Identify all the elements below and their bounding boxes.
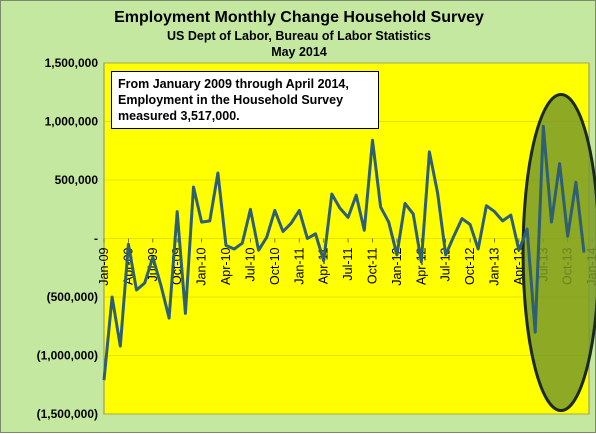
x-tick-label: Jan-10 bbox=[195, 247, 209, 285]
highlight-ellipse bbox=[521, 93, 596, 412]
x-tick-label: Apr-11 bbox=[317, 247, 331, 284]
chart-date: May 2014 bbox=[271, 45, 327, 59]
x-tick-label: Jan-11 bbox=[292, 247, 306, 284]
x-tick-label: Jan-13 bbox=[488, 247, 502, 285]
x-tick-label: Jul-11 bbox=[341, 247, 355, 280]
y-tick-label: - bbox=[94, 232, 98, 246]
x-tick-label: Apr-12 bbox=[414, 247, 428, 285]
series-line bbox=[102, 124, 586, 381]
y-tick-label: 1,000,000 bbox=[45, 115, 99, 129]
x-tick-label: Jan-09 bbox=[97, 247, 111, 285]
x-tick-label: Oct-10 bbox=[268, 247, 282, 285]
y-tick-label: 1,500,000 bbox=[45, 56, 99, 70]
y-tick-label: (1,500,000) bbox=[37, 407, 98, 421]
x-tick-label: Oct-12 bbox=[463, 247, 477, 285]
annotation-box: From January 2009 through April 2014, Em… bbox=[111, 71, 379, 129]
x-tick-label: Apr-10 bbox=[219, 247, 233, 285]
y-tick-label: (500,000) bbox=[47, 290, 98, 304]
y-axis-ticks: 1,500,000 1,000,000 500,000 - (500,000) (1,00… bbox=[37, 56, 99, 421]
chart-title: Employment Monthly Change Household Surv… bbox=[114, 9, 484, 26]
chart-subtitle: US Dept of Labor, Bureau of Labor Statis… bbox=[167, 29, 431, 43]
x-tick-label: Oct-11 bbox=[365, 247, 379, 284]
x-tick-label: Jul-10 bbox=[243, 247, 257, 281]
y-tick-label: (1,000,000) bbox=[37, 349, 98, 363]
x-tick-label: Jan-12 bbox=[390, 247, 404, 285]
y-tick-label: 500,000 bbox=[55, 173, 99, 187]
x-tick-label: Jul-12 bbox=[439, 247, 453, 281]
